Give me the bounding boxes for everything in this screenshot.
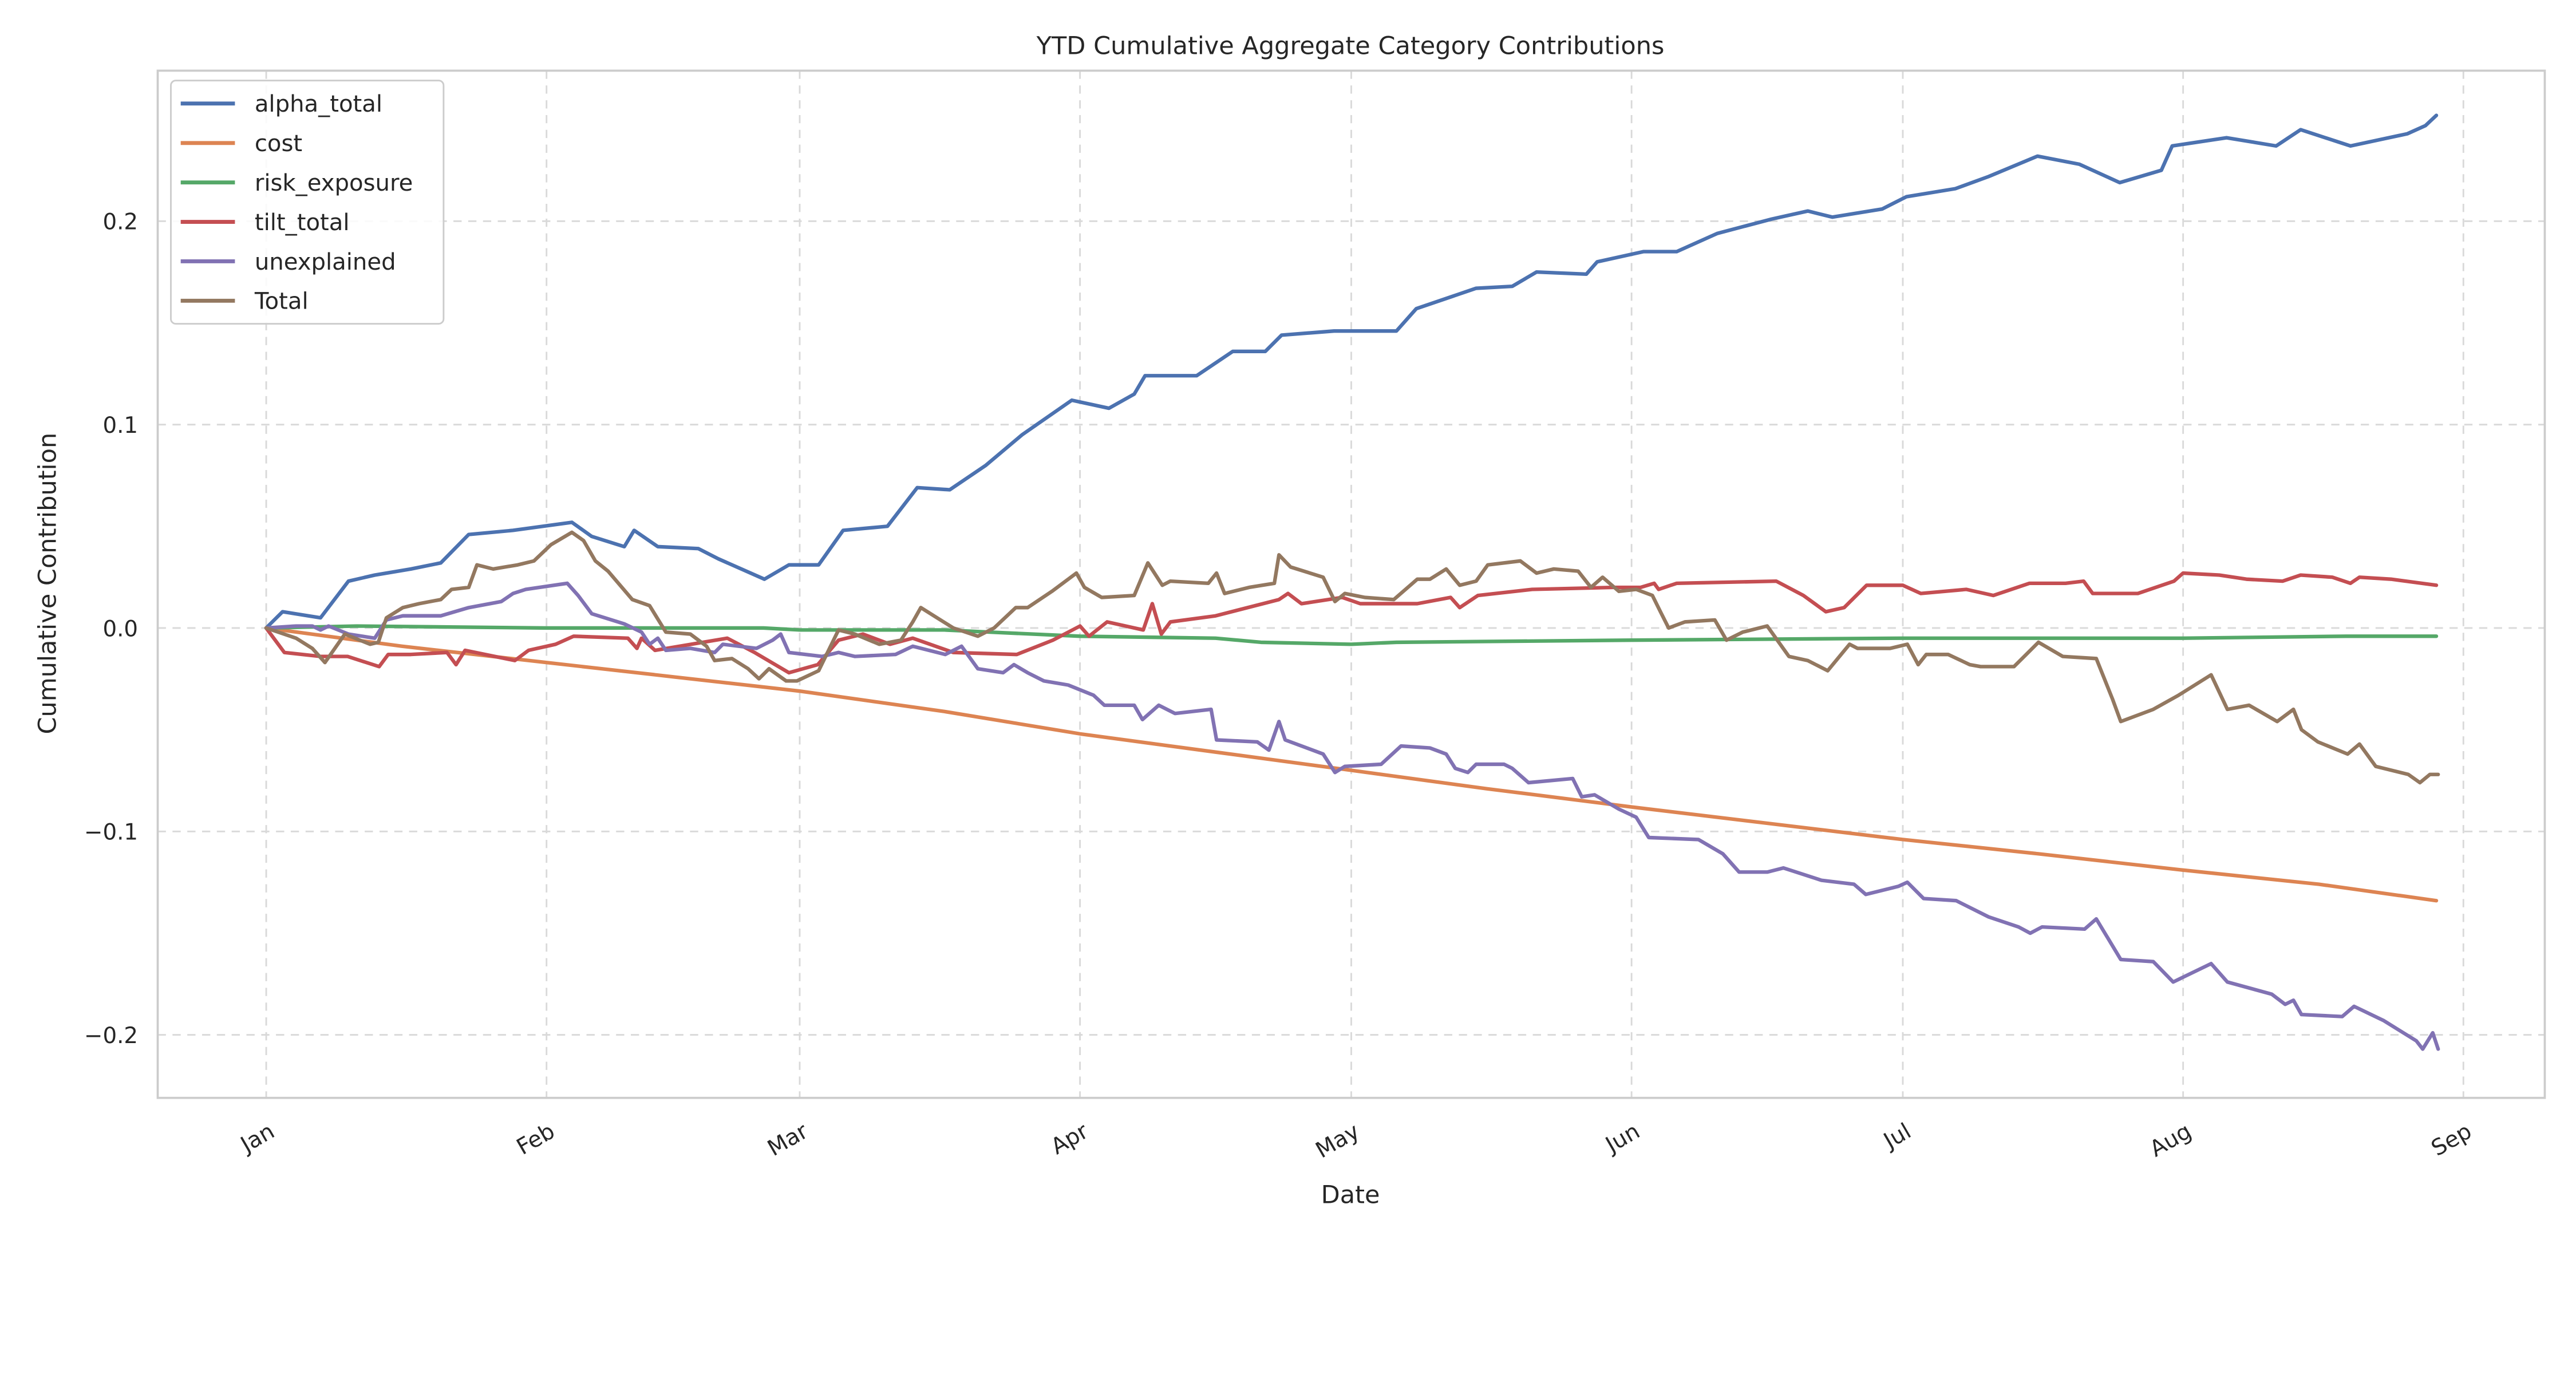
legend-label: risk_exposure <box>255 170 413 196</box>
y-axis-label: Cumulative Contribution <box>34 433 62 735</box>
y-tick-label: −0.1 <box>84 820 138 846</box>
x-axis-label: Date <box>1321 1180 1380 1209</box>
series-line-cost <box>264 626 2439 903</box>
legend-label: alpha_total <box>255 91 382 117</box>
series-line-tilt-total <box>264 571 2439 675</box>
y-tick-label: 0.1 <box>102 413 138 439</box>
chart-title: YTD Cumulative Aggregate Category Contri… <box>1036 32 1665 61</box>
series-line-total <box>264 530 2440 785</box>
plot-frame <box>156 69 2546 1099</box>
series-line-alpha-total <box>264 113 2439 630</box>
y-axis-ticks: −0.2 −0.1 0.0 0.1 0.2 <box>84 210 138 1049</box>
y-tick-label: 0.0 <box>102 616 138 642</box>
legend-label: tilt_total <box>255 210 350 236</box>
series-lines <box>264 113 2440 1051</box>
y-tick-label: −0.2 <box>84 1023 138 1049</box>
series-line-risk-exposure <box>264 624 2439 646</box>
gridlines <box>157 70 2545 1098</box>
legend-label: unexplained <box>255 249 396 275</box>
series-line-unexplained <box>264 581 2440 1051</box>
legend-label: Total <box>254 289 309 315</box>
y-tick-label: 0.2 <box>102 210 138 235</box>
legend-box <box>170 80 445 325</box>
legend-label: cost <box>255 131 302 157</box>
